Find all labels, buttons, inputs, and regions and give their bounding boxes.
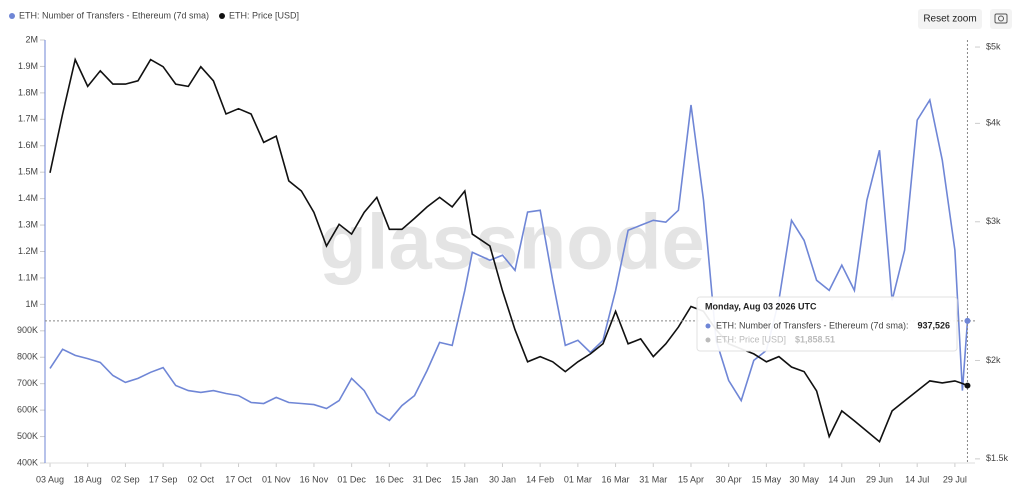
- camera-lens[interactable]: [998, 15, 1004, 22]
- tooltip-swatch: [705, 323, 711, 329]
- x-tick-label: 01 Dec: [337, 474, 366, 484]
- y-tick-label: 600K: [17, 405, 38, 415]
- y-tick-label: 1.7M: [18, 114, 38, 124]
- camera-bg[interactable]: [990, 9, 1012, 29]
- x-tick-label: 01 Nov: [262, 474, 291, 484]
- x-tick-label: 14 Jul: [905, 474, 929, 484]
- camera-icon[interactable]: [994, 13, 1008, 24]
- x-tick-label: 16 Nov: [300, 474, 329, 484]
- x-tick-label: 02 Oct: [188, 474, 215, 484]
- tooltip-value: 937,526: [917, 320, 950, 330]
- legend-swatch: [9, 13, 15, 19]
- y-tick-label: 2M: [25, 34, 38, 44]
- hover-point: [964, 382, 971, 389]
- x-tick-label: 29 Jul: [943, 474, 967, 484]
- legend-label[interactable]: ETH: Number of Transfers - Ethereum (7d …: [19, 10, 209, 20]
- y-tick-label: 400K: [17, 457, 38, 467]
- tooltip-box: [696, 296, 958, 352]
- tooltip: Monday, Aug 03 2026 UTC ETH: Number of Tr…: [696, 296, 958, 352]
- x-tick-label: 30 May: [789, 474, 819, 484]
- reset-zoom-button[interactable]: [918, 9, 982, 29]
- reset-zoom-label[interactable]: Reset zoom: [923, 14, 976, 25]
- y-tick-label: 1.2M: [18, 246, 38, 256]
- x-tick-label: 02 Sep: [111, 474, 140, 484]
- y2-tick-label: $3k: [986, 216, 1001, 226]
- x-tick-label: 29 Jun: [866, 474, 893, 484]
- y2-tick-label: $5k: [986, 41, 1001, 51]
- series-line: [49, 57, 968, 444]
- x-tick-label: 31 Dec: [413, 474, 442, 484]
- x-tick-label: 30 Apr: [716, 474, 742, 484]
- y-tick-label: 700K: [17, 378, 38, 388]
- hover-point: [964, 317, 971, 324]
- watermark: glassnode: [319, 198, 705, 286]
- x-tick-label: 17 Oct: [225, 474, 252, 484]
- y2-tick-label: $2k: [986, 355, 1001, 365]
- x-tick-label: 30 Jan: [489, 474, 516, 484]
- tooltip-name: ETH: Price [USD]: [716, 334, 786, 344]
- x-tick-label: 18 Aug: [74, 474, 102, 484]
- x-tick-label: 17 Sep: [149, 474, 178, 484]
- x-tick-label: 01 Mar: [564, 474, 592, 484]
- y-tick-label: 1.6M: [18, 140, 38, 150]
- y-tick-label: 1.5M: [18, 167, 38, 177]
- x-tick-label: 16 Mar: [602, 474, 630, 484]
- x-tick-label: 15 Jan: [451, 474, 478, 484]
- legend-swatch: [219, 13, 225, 19]
- y-tick-label: 1.1M: [18, 272, 38, 282]
- x-tick-label: 31 Mar: [639, 474, 667, 484]
- x-tick-label: 15 Apr: [678, 474, 704, 484]
- camera-button[interactable]: [990, 9, 1012, 29]
- y-tick-label: 1.4M: [18, 193, 38, 203]
- y-tick-label: 900K: [17, 325, 38, 335]
- x-tick-label: 14 Jun: [828, 474, 855, 484]
- x-tick-label: 03 Aug: [36, 474, 64, 484]
- legend-label[interactable]: ETH: Price [USD]: [229, 10, 299, 20]
- tooltip-swatch: [705, 337, 711, 343]
- tooltip-date: Monday, Aug 03 2026 UTC: [705, 301, 817, 311]
- tooltip-value: $1,858.51: [795, 334, 835, 344]
- y-tick-label: 1.3M: [18, 219, 38, 229]
- y-tick-label: 1.8M: [18, 87, 38, 97]
- x-tick-label: 16 Dec: [375, 474, 404, 484]
- x-tick-label: 15 May: [752, 474, 782, 484]
- x-tick-label: 14 Feb: [526, 474, 554, 484]
- y2-tick-label: $4k: [986, 118, 1001, 128]
- y-tick-label: 1.9M: [18, 61, 38, 71]
- y-tick-label: 1M: [25, 299, 38, 309]
- y2-tick-label: $1.5k: [986, 453, 1009, 463]
- y-tick-label: 500K: [17, 431, 38, 441]
- tooltip-name: ETH: Number of Transfers - Ethereum (7d …: [716, 320, 909, 330]
- y-tick-label: 800K: [17, 352, 38, 362]
- series-line: [49, 97, 969, 422]
